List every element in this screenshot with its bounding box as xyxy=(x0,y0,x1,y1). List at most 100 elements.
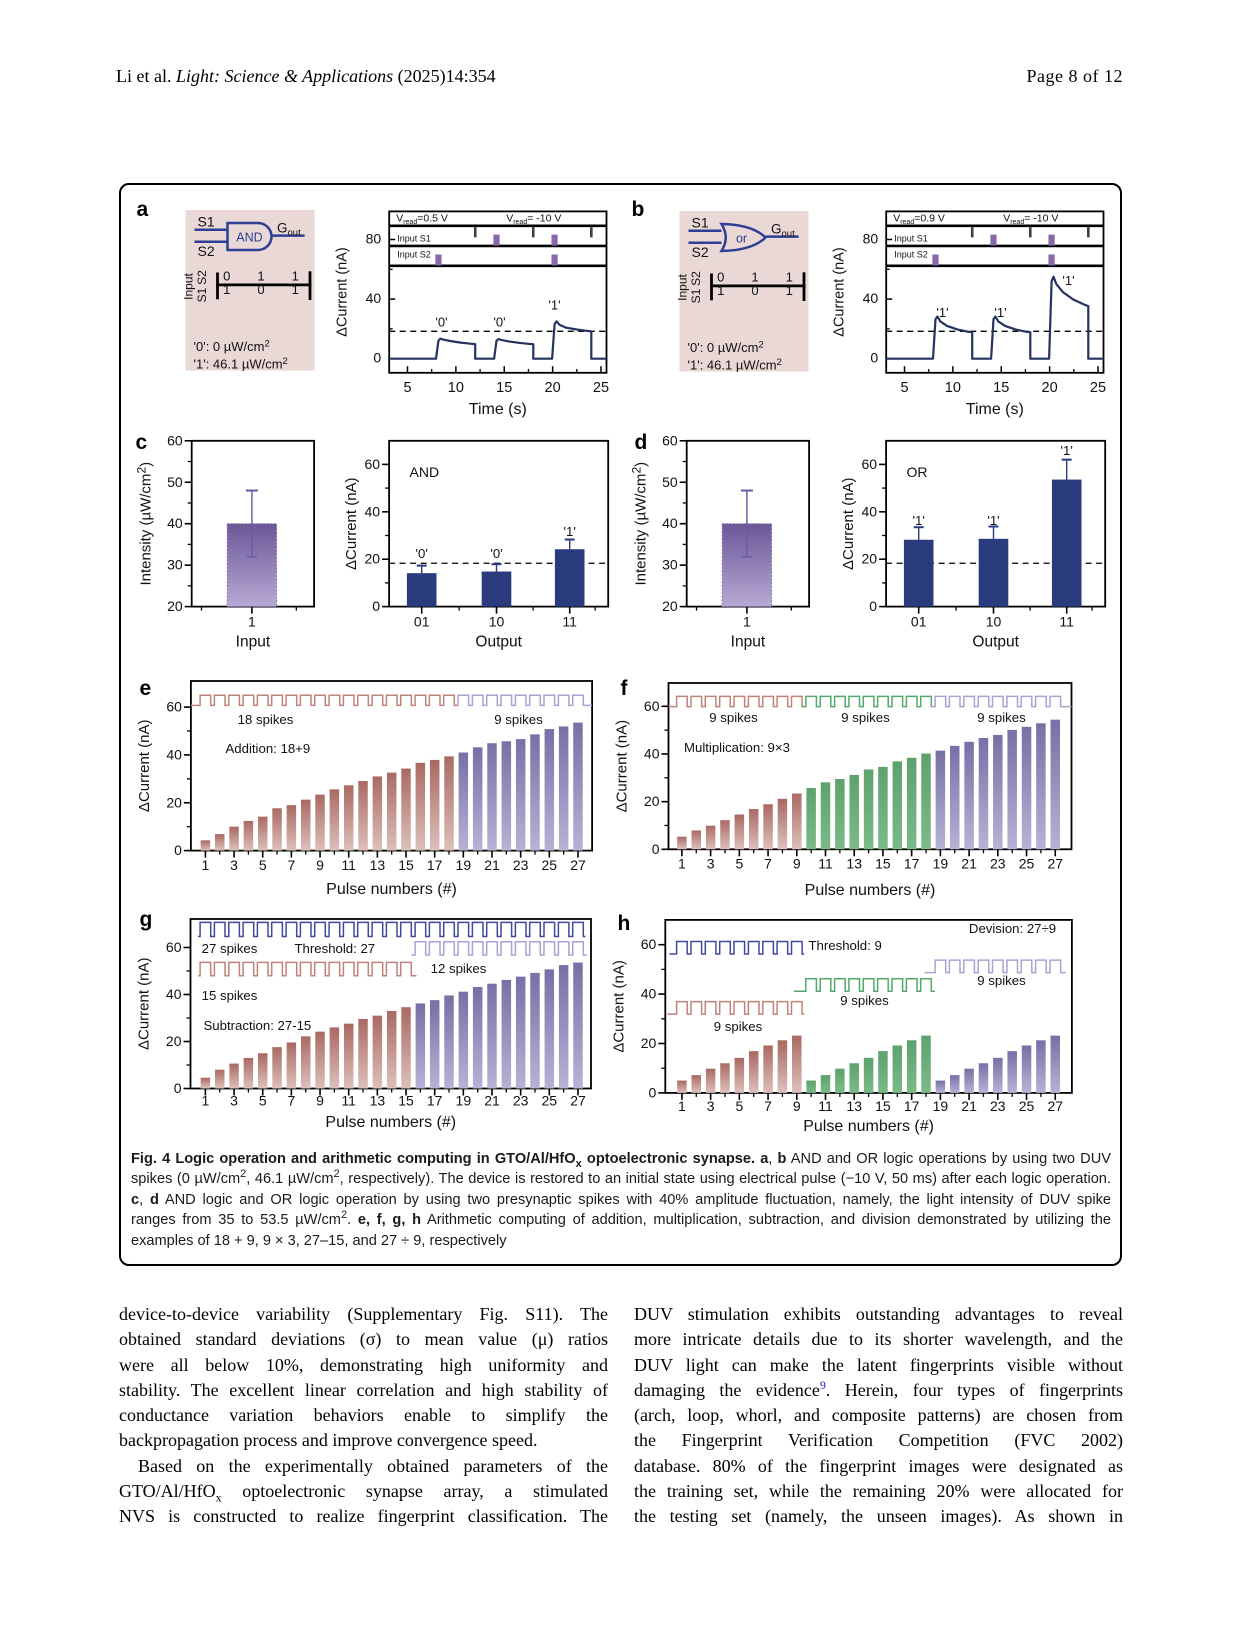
svg-text:Input S1: Input S1 xyxy=(894,233,928,243)
svg-text:h: h xyxy=(617,912,630,935)
svg-text:13: 13 xyxy=(846,856,862,872)
svg-text:'0': '0' xyxy=(493,315,505,330)
svg-text:20: 20 xyxy=(643,793,659,809)
svg-text:60: 60 xyxy=(643,698,659,714)
svg-text:Threshold: 27: Threshold: 27 xyxy=(294,941,375,956)
svg-text:ΔCurrent (nA): ΔCurrent (nA) xyxy=(613,720,630,813)
svg-text:7: 7 xyxy=(764,1098,772,1114)
svg-text:23: 23 xyxy=(990,1098,1006,1114)
svg-text:Time (s): Time (s) xyxy=(468,401,526,418)
svg-text:Devision: 27÷9: Devision: 27÷9 xyxy=(968,921,1055,936)
svg-text:S1: S1 xyxy=(197,214,214,230)
svg-text:17: 17 xyxy=(426,1093,442,1109)
svg-text:Vread=0.9 V: Vread=0.9 V xyxy=(893,213,945,227)
svg-text:40: 40 xyxy=(167,515,183,531)
svg-text:c: c xyxy=(135,431,147,454)
svg-text:5: 5 xyxy=(258,857,266,873)
svg-text:19: 19 xyxy=(932,856,948,872)
svg-text:ΔCurrent (nA): ΔCurrent (nA) xyxy=(334,247,350,336)
svg-text:25: 25 xyxy=(1089,380,1105,396)
svg-text:e: e xyxy=(139,677,151,700)
svg-text:Addition: 18+9: Addition: 18+9 xyxy=(225,741,310,756)
svg-text:Input: Input xyxy=(181,272,195,299)
svg-text:S2: S2 xyxy=(691,244,708,260)
svg-text:S2: S2 xyxy=(197,243,214,259)
svg-text:3: 3 xyxy=(706,856,714,872)
svg-text:13: 13 xyxy=(369,857,385,873)
svg-text:17: 17 xyxy=(426,857,442,873)
svg-text:1: 1 xyxy=(201,1093,209,1109)
svg-text:27 spikes: 27 spikes xyxy=(201,941,257,956)
svg-text:0: 0 xyxy=(372,598,380,614)
svg-text:9: 9 xyxy=(792,1098,800,1114)
svg-text:15: 15 xyxy=(993,380,1009,396)
svg-text:40: 40 xyxy=(643,745,659,761)
svg-text:20: 20 xyxy=(165,1033,181,1049)
svg-text:40: 40 xyxy=(662,515,678,531)
svg-text:12 spikes: 12 spikes xyxy=(430,961,486,976)
svg-text:1: 1 xyxy=(291,282,298,297)
svg-text:60: 60 xyxy=(167,432,183,448)
svg-text:ΔCurrent (nA): ΔCurrent (nA) xyxy=(831,247,847,336)
svg-text:0: 0 xyxy=(651,841,659,857)
svg-text:25: 25 xyxy=(541,857,557,873)
svg-text:Pulse numbers (#): Pulse numbers (#) xyxy=(803,1118,934,1135)
svg-text:23: 23 xyxy=(512,1093,528,1109)
svg-text:01: 01 xyxy=(910,614,926,630)
svg-text:50: 50 xyxy=(167,474,183,490)
svg-text:25: 25 xyxy=(541,1093,557,1109)
svg-text:a: a xyxy=(136,198,148,221)
svg-text:1: 1 xyxy=(678,1098,686,1114)
svg-text:1: 1 xyxy=(678,856,686,872)
svg-text:40: 40 xyxy=(640,986,656,1002)
svg-text:27: 27 xyxy=(1047,1098,1063,1114)
svg-text:17: 17 xyxy=(903,1098,919,1114)
svg-text:S1: S1 xyxy=(195,287,209,302)
svg-text:Output: Output xyxy=(972,634,1019,651)
svg-text:30: 30 xyxy=(167,557,183,573)
svg-text:9: 9 xyxy=(792,856,800,872)
svg-text:Intensity (µW/cm2): Intensity (µW/cm2) xyxy=(629,462,649,586)
svg-text:ΔCurrent (nA): ΔCurrent (nA) xyxy=(343,477,360,570)
svg-text:19: 19 xyxy=(455,1093,471,1109)
svg-text:Input: Input xyxy=(730,634,765,651)
svg-text:'1': '1' xyxy=(563,524,575,539)
svg-text:1: 1 xyxy=(717,283,724,298)
svg-text:11: 11 xyxy=(341,857,356,873)
svg-text:0: 0 xyxy=(717,270,724,285)
svg-text:f: f xyxy=(620,677,628,700)
svg-text:7: 7 xyxy=(287,857,295,873)
svg-text:40: 40 xyxy=(862,290,878,306)
svg-text:1: 1 xyxy=(257,269,264,284)
svg-text:20: 20 xyxy=(1041,380,1057,396)
svg-text:'1': '1' xyxy=(994,305,1006,320)
svg-text:Input: Input xyxy=(235,634,270,651)
svg-text:0: 0 xyxy=(223,269,230,284)
svg-text:20: 20 xyxy=(640,1035,656,1051)
svg-text:Threshold: 9: Threshold: 9 xyxy=(808,938,881,953)
svg-text:20: 20 xyxy=(166,794,182,810)
svg-text:'1': 46.1 µW/cm2: '1': 46.1 µW/cm2 xyxy=(687,357,781,373)
svg-text:9 spikes: 9 spikes xyxy=(709,710,758,725)
svg-text:5: 5 xyxy=(403,380,411,396)
svg-text:1: 1 xyxy=(291,269,298,284)
svg-text:'0': 0 µW/cm2: '0': 0 µW/cm2 xyxy=(687,340,763,356)
svg-text:Pulse numbers (#): Pulse numbers (#) xyxy=(325,1114,456,1131)
svg-text:'1': '1' xyxy=(936,305,948,320)
svg-text:1: 1 xyxy=(751,270,758,285)
svg-text:d: d xyxy=(634,431,647,454)
svg-text:40: 40 xyxy=(861,503,877,519)
svg-text:21: 21 xyxy=(484,857,500,873)
svg-text:25: 25 xyxy=(592,380,608,396)
svg-text:Input S2: Input S2 xyxy=(397,250,431,260)
svg-text:11: 11 xyxy=(1059,614,1074,630)
svg-text:23: 23 xyxy=(990,856,1006,872)
svg-text:50: 50 xyxy=(662,474,678,490)
svg-text:15: 15 xyxy=(875,856,891,872)
svg-text:Multiplication: 9×3: Multiplication: 9×3 xyxy=(684,740,790,755)
svg-text:27: 27 xyxy=(1047,856,1063,872)
svg-text:9: 9 xyxy=(316,1093,324,1109)
svg-text:'1': 46.1 µW/cm2: '1': 46.1 µW/cm2 xyxy=(193,356,287,372)
svg-text:25: 25 xyxy=(1018,1098,1034,1114)
svg-text:3: 3 xyxy=(230,1093,238,1109)
